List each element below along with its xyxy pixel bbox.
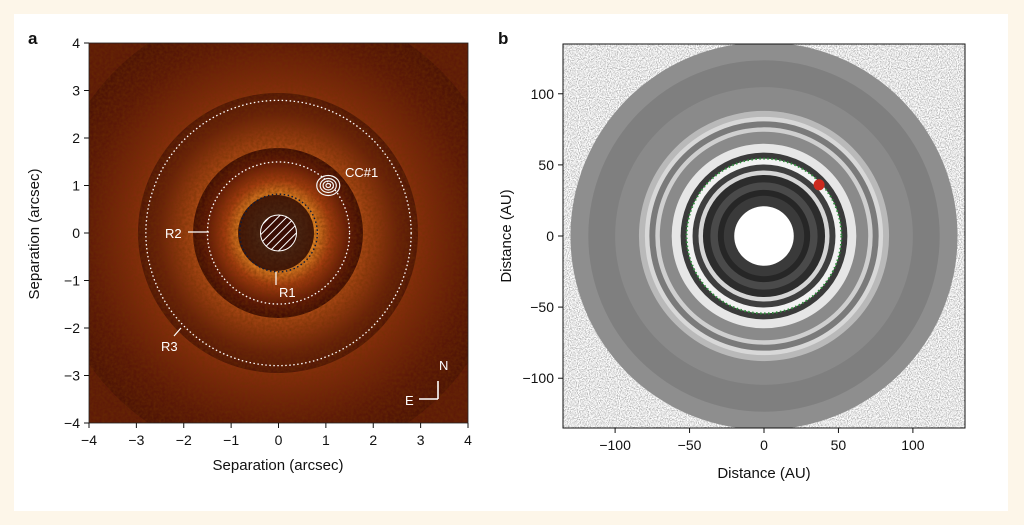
companion-contour bbox=[319, 177, 337, 194]
orbit-ring bbox=[685, 157, 843, 315]
ring-r2 bbox=[206, 161, 351, 305]
companion-label: CC#1 bbox=[345, 165, 378, 180]
x-tick-label: 3 bbox=[417, 432, 425, 448]
y-tick-label: 1 bbox=[72, 178, 80, 194]
compass-east-label: E bbox=[405, 393, 414, 408]
planet-orbit bbox=[685, 157, 843, 315]
y-tick-label: −50 bbox=[530, 299, 554, 315]
ring-r3 bbox=[145, 99, 412, 367]
x-tick-label: 4 bbox=[464, 432, 472, 448]
compass-north-label: N bbox=[439, 358, 448, 373]
x-tick-label: 1 bbox=[322, 432, 330, 448]
y-tick-label: 4 bbox=[72, 35, 80, 51]
panel-b-label: b bbox=[498, 29, 508, 48]
panel-a-xlabel: Separation (arcsec) bbox=[213, 457, 344, 474]
y-tick-label: 100 bbox=[531, 86, 555, 102]
y-tick-label: −2 bbox=[64, 320, 80, 336]
x-tick-label: 2 bbox=[369, 432, 377, 448]
y-tick-label: −4 bbox=[64, 415, 80, 431]
figure-card: a −4 −3 −2 −1 0 1 2 3 4 4 3 2 1 0 −1 −2 −3 −4 R1 R2 R3 CC… bbox=[14, 14, 1008, 511]
x-tick-label: 0 bbox=[275, 432, 283, 448]
y-tick-label: −1 bbox=[64, 273, 80, 289]
panel-b-plot bbox=[562, 43, 966, 429]
y-tick-label: −100 bbox=[522, 370, 554, 386]
companion-contour bbox=[322, 180, 335, 191]
y-tick-label: 2 bbox=[72, 130, 80, 146]
x-tick-label: −2 bbox=[176, 432, 192, 448]
panel-b-xlabel: Distance (AU) bbox=[717, 465, 810, 482]
x-tick-label: −3 bbox=[128, 432, 144, 448]
x-tick-label: 50 bbox=[831, 437, 847, 453]
y-tick-label: 0 bbox=[546, 228, 554, 244]
y-tick-label: 50 bbox=[538, 157, 554, 173]
companion-contour bbox=[325, 182, 332, 189]
panel-a-label: a bbox=[28, 29, 38, 48]
x-tick-label: −100 bbox=[599, 437, 631, 453]
planet-marker bbox=[813, 179, 825, 191]
ring-r3-label: R3 bbox=[161, 339, 178, 354]
ring-r1-label: R1 bbox=[279, 285, 296, 300]
x-tick-label: 0 bbox=[760, 437, 768, 453]
panel-a-ylabel: Separation (arcsec) bbox=[26, 169, 43, 300]
companion-contour bbox=[316, 174, 341, 197]
panel-a-axes: −4 −3 −2 −1 0 1 2 3 4 4 3 2 1 0 −1 −2 −3 −4 bbox=[64, 35, 472, 448]
ring-r3-leader bbox=[173, 327, 182, 337]
y-tick-label: −3 bbox=[64, 368, 80, 384]
coronagraph-mask bbox=[260, 214, 297, 252]
ring-r1 bbox=[238, 193, 319, 273]
ring-r2-label: R2 bbox=[165, 226, 182, 241]
x-tick-label: 100 bbox=[901, 437, 925, 453]
panel-b-ylabel: Distance (AU) bbox=[498, 189, 515, 282]
figure: a −4 −3 −2 −1 0 1 2 3 4 4 3 2 1 0 −1 −2 −3 −4 R1 R2 R3 CC… bbox=[26, 29, 966, 482]
compass-arrows bbox=[419, 381, 439, 400]
panel-b-axes: −100 −50 0 50 100 100 50 0 −50 −100 bbox=[522, 86, 924, 453]
y-tick-label: 0 bbox=[72, 225, 80, 241]
x-tick-label: −1 bbox=[223, 432, 239, 448]
panel-a-overlay bbox=[145, 99, 412, 367]
y-tick-label: 3 bbox=[72, 83, 80, 99]
x-tick-label: −4 bbox=[81, 432, 97, 448]
x-tick-label: −50 bbox=[678, 437, 702, 453]
